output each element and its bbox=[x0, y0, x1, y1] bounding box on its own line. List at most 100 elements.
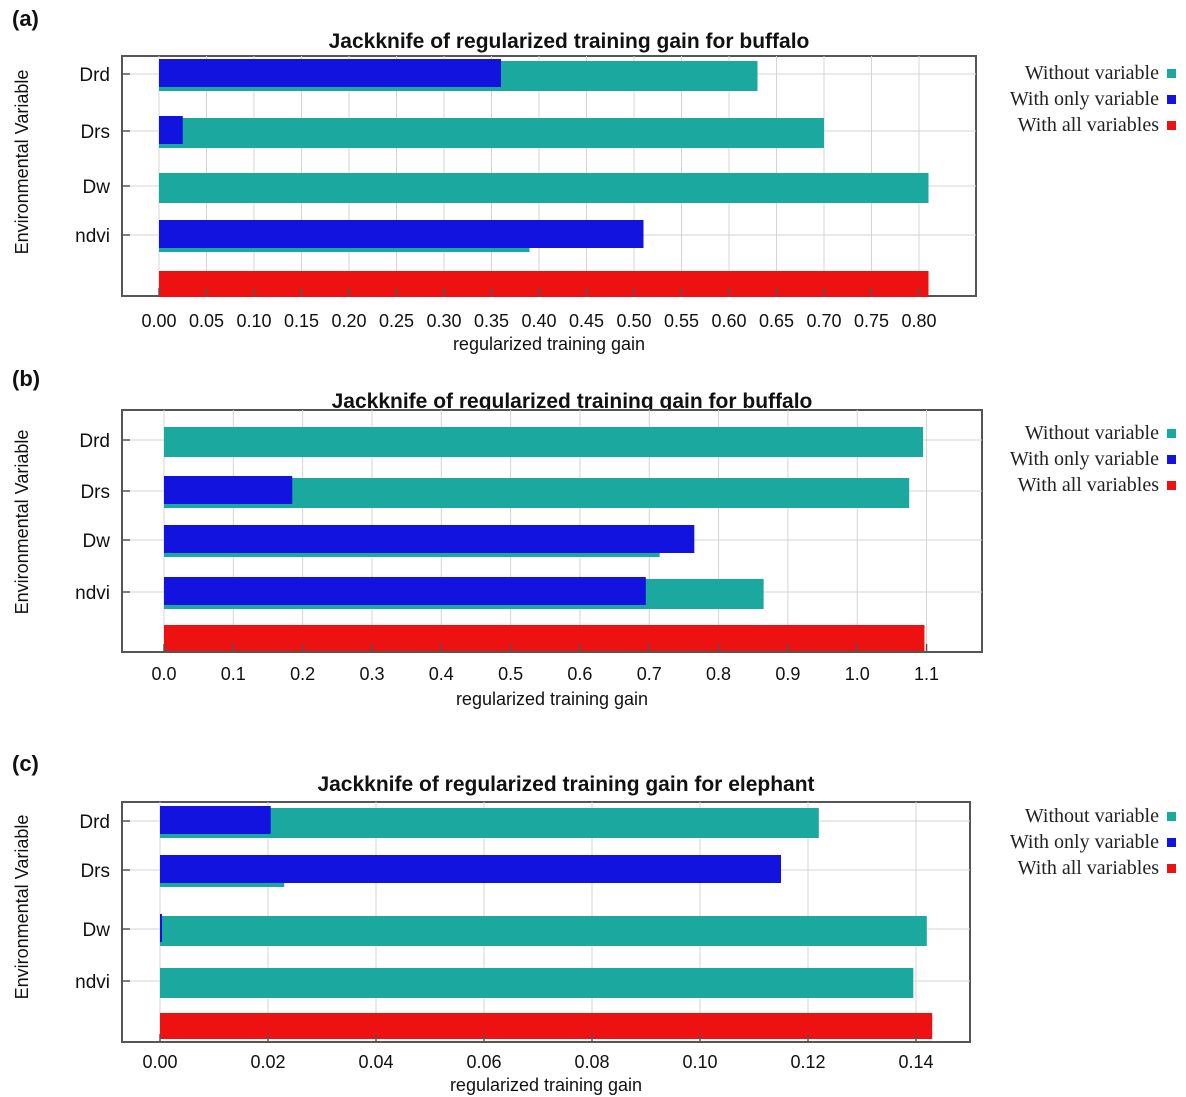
x-tick-label: 0.9 bbox=[775, 664, 800, 684]
x-tick-label: 0.55 bbox=[664, 311, 699, 331]
y-axis-label: Environmental Variable bbox=[12, 70, 32, 255]
x-tick-label: 0.7 bbox=[637, 664, 662, 684]
x-tick-label: 0.05 bbox=[189, 311, 224, 331]
bar-with-all-variables bbox=[164, 625, 925, 651]
x-tick-label: 0.2 bbox=[290, 664, 315, 684]
x-tick-label: 0.6 bbox=[567, 664, 592, 684]
x-tick-label: 0.12 bbox=[790, 1052, 825, 1072]
x-tick-label: 0.30 bbox=[426, 311, 461, 331]
x-tick-label: 0.10 bbox=[236, 311, 271, 331]
category-label: ndvi bbox=[75, 226, 110, 247]
legend-swatch-teal bbox=[1167, 428, 1176, 438]
legend-label: With only variable bbox=[1009, 448, 1159, 470]
chart-title: Jackknife of regularized training gain f… bbox=[329, 30, 810, 53]
category-label: ndvi bbox=[75, 972, 110, 993]
y-axis-label: Environmental Variable bbox=[12, 815, 32, 1000]
y-axis-label: Environmental Variable bbox=[12, 430, 32, 615]
legend-label: Without variable bbox=[1024, 62, 1159, 84]
legend-item-only: With only variable bbox=[1010, 86, 1176, 112]
x-tick-label: 0.04 bbox=[358, 1052, 393, 1072]
x-tick-label: 0.02 bbox=[250, 1052, 285, 1072]
chart-b: Jackknife of regularized training gain f… bbox=[12, 390, 983, 709]
x-tick-label: 0.60 bbox=[711, 311, 746, 331]
legend-item-without: Without variable bbox=[1010, 420, 1176, 446]
legend-swatch-blue bbox=[1167, 837, 1176, 847]
legend-item-without: Without variable bbox=[1010, 60, 1176, 86]
x-tick-label: 0.45 bbox=[569, 311, 604, 331]
x-tick-label: 0.70 bbox=[806, 311, 841, 331]
x-tick-label: 0.20 bbox=[331, 311, 366, 331]
x-tick-label: 1.1 bbox=[914, 664, 939, 684]
x-tick-label: 0.15 bbox=[284, 311, 319, 331]
x-tick-label: 0.35 bbox=[474, 311, 509, 331]
legend-swatch-blue bbox=[1167, 94, 1176, 104]
x-tick-label: 0.00 bbox=[142, 1052, 177, 1072]
x-axis-label: regularized training gain bbox=[453, 334, 645, 354]
panel-a: (a) Jackknife of regularized training ga… bbox=[0, 0, 1186, 360]
legend-label: With all variables bbox=[1017, 474, 1159, 496]
category-label: Drd bbox=[79, 431, 110, 452]
panel-b: (b) Jackknife of regularized training ga… bbox=[0, 360, 1186, 720]
legend-item-without: Without variable bbox=[1010, 803, 1176, 829]
chart-title: Jackknife of regularized training gain f… bbox=[317, 773, 814, 796]
legend-label: With all variables bbox=[1017, 114, 1159, 136]
legend: Without variable With only variable With… bbox=[1010, 60, 1176, 138]
bar-without-variable bbox=[159, 118, 824, 148]
category-label: Dw bbox=[83, 531, 111, 552]
x-tick-label: 0.1 bbox=[221, 664, 246, 684]
chart-c: Jackknife of regularized training gain f… bbox=[12, 773, 971, 1095]
legend-label: Without variable bbox=[1024, 805, 1159, 827]
category-label: Dw bbox=[83, 177, 111, 198]
panel-c: (c) Jackknife of regularized training ga… bbox=[0, 745, 1186, 1097]
bar-without-variable bbox=[160, 968, 914, 998]
category-label: Drs bbox=[80, 861, 110, 882]
legend-swatch-red bbox=[1167, 120, 1176, 130]
panel-label: (a) bbox=[12, 6, 39, 31]
category-label: Drs bbox=[80, 482, 110, 503]
category-label: Drd bbox=[79, 65, 110, 86]
x-tick-label: 0.3 bbox=[359, 664, 384, 684]
x-tick-label: 0.0 bbox=[151, 664, 176, 684]
x-tick-label: 0.25 bbox=[379, 311, 414, 331]
bar-without-variable bbox=[159, 173, 929, 203]
legend: Without variable With only variable With… bbox=[1010, 803, 1176, 881]
x-tick-label: 0.65 bbox=[759, 311, 794, 331]
bar-with-all-variables bbox=[160, 1013, 933, 1039]
x-axis-label: regularized training gain bbox=[456, 689, 648, 709]
bar-with-only-variable bbox=[159, 59, 501, 87]
bar-with-only-variable bbox=[159, 220, 644, 248]
legend-swatch-teal bbox=[1167, 811, 1176, 821]
legend-item-only: With only variable bbox=[1010, 446, 1176, 472]
x-tick-label: 0.4 bbox=[429, 664, 454, 684]
legend-item-all: With all variables bbox=[1010, 112, 1176, 138]
bar-with-only-variable bbox=[159, 116, 183, 144]
x-tick-label: 0.5 bbox=[498, 664, 523, 684]
x-tick-label: 0.80 bbox=[901, 311, 936, 331]
bar-with-only-variable bbox=[164, 577, 646, 605]
legend-item-only: With only variable bbox=[1010, 829, 1176, 855]
bar-with-only-variable bbox=[160, 806, 271, 834]
bar-with-only-variable bbox=[160, 855, 781, 883]
bar-without-variable bbox=[164, 427, 924, 457]
x-tick-label: 0.8 bbox=[706, 664, 731, 684]
chart-title: Jackknife of regularized training gain f… bbox=[332, 390, 813, 413]
category-label: Drs bbox=[80, 122, 110, 143]
bar-with-only-variable bbox=[164, 525, 695, 553]
bar-with-only-variable bbox=[164, 476, 293, 504]
x-tick-label: 0.50 bbox=[616, 311, 651, 331]
bar-without-variable bbox=[160, 916, 927, 946]
category-label: Dw bbox=[83, 920, 111, 941]
x-tick-label: 0.00 bbox=[141, 311, 176, 331]
legend-swatch-teal bbox=[1167, 68, 1176, 78]
x-tick-label: 0.14 bbox=[898, 1052, 933, 1072]
legend-item-all: With all variables bbox=[1010, 855, 1176, 881]
legend-item-all: With all variables bbox=[1010, 472, 1176, 498]
x-tick-label: 0.08 bbox=[574, 1052, 609, 1072]
category-label: ndvi bbox=[75, 583, 110, 604]
legend-swatch-blue bbox=[1167, 454, 1176, 464]
chart-a: Jackknife of regularized training gain f… bbox=[12, 30, 977, 354]
category-label: Drd bbox=[79, 812, 110, 833]
x-tick-label: 1.0 bbox=[845, 664, 870, 684]
panel-label: (c) bbox=[12, 751, 39, 776]
x-tick-label: 0.10 bbox=[682, 1052, 717, 1072]
